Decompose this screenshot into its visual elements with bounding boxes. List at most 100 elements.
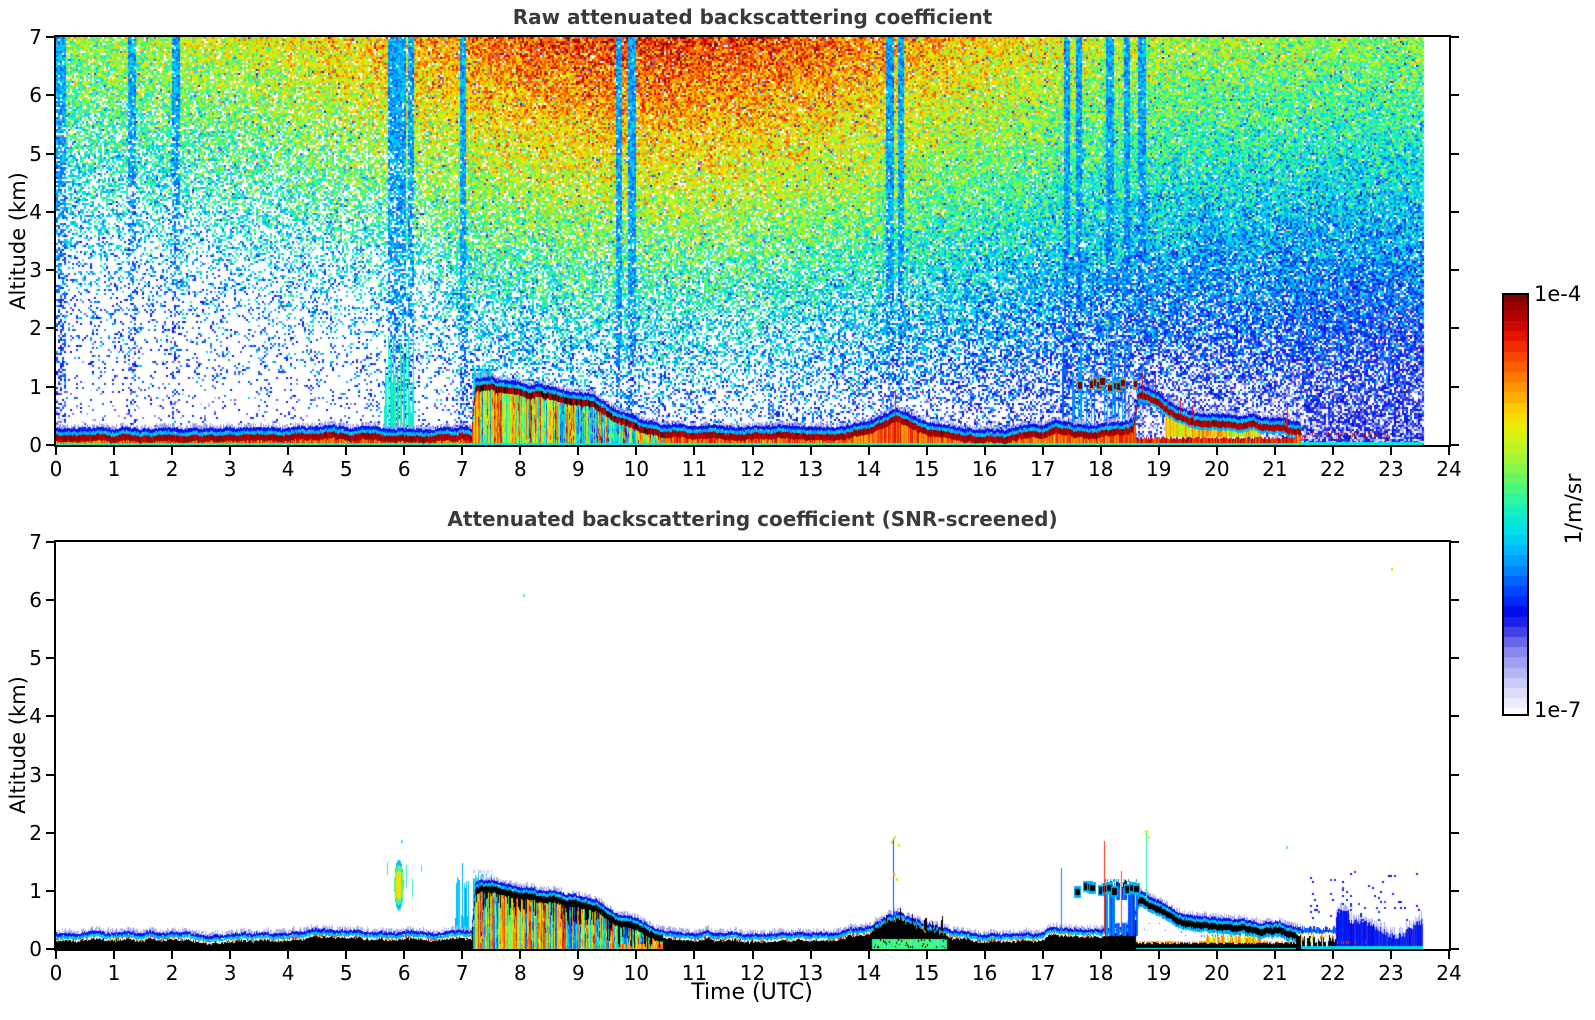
y-tick-label: 6 [29, 83, 42, 108]
x-tick [461, 447, 464, 455]
y-tick-right [1451, 444, 1459, 446]
x-tick-label: 22 [1320, 457, 1346, 481]
x-tick-label: 10 [623, 457, 650, 481]
x-tick-label: 7 [455, 961, 469, 985]
x-tick [1331, 447, 1334, 455]
colorbar-gradient-canvas [1504, 295, 1527, 714]
y-tick-label: 3 [29, 258, 42, 283]
y-tick-label: 4 [29, 199, 42, 224]
x-axis-label: Time (UTC) [691, 980, 813, 1005]
raw-y-axis-label: Altitude (km) [6, 172, 30, 310]
x-tick-label: 9 [572, 457, 585, 481]
x-tick [1215, 447, 1218, 455]
x-tick-label: 13 [797, 961, 824, 985]
y-tick-right [1451, 269, 1459, 272]
x-tick [287, 951, 290, 959]
y-tick [46, 327, 54, 330]
y-tick-right [1451, 831, 1459, 834]
x-tick-label: 3 [223, 961, 237, 985]
x-tick [577, 951, 580, 959]
x-tick [345, 447, 348, 455]
y-tick-right [1451, 889, 1459, 892]
y-tick-right [1451, 773, 1459, 776]
x-tick [867, 951, 870, 959]
x-tick [925, 951, 928, 959]
x-tick [55, 447, 57, 455]
y-tick-right [1451, 657, 1459, 660]
x-tick [1157, 447, 1160, 455]
colorbar-min-label: 1e-7 [1534, 698, 1582, 722]
x-tick-label: 20 [1204, 961, 1230, 985]
x-tick-label: 10 [623, 961, 650, 985]
y-tick-right [1451, 385, 1459, 388]
y-tick [46, 657, 54, 660]
x-tick [1099, 951, 1102, 959]
x-tick [867, 447, 870, 455]
x-tick-label: 6 [397, 457, 411, 481]
x-tick-label: 17 [1029, 457, 1056, 481]
raw-panel-title: Raw attenuated backscattering coefficien… [512, 5, 993, 29]
x-tick-label: 20 [1204, 457, 1230, 481]
y-tick [46, 715, 54, 718]
x-tick-label: 24 [1436, 457, 1462, 481]
x-tick [1157, 951, 1160, 959]
x-tick-label: 4 [281, 457, 295, 481]
x-tick-label: 18 [1088, 457, 1114, 481]
y-tick-label: 7 [29, 25, 42, 49]
screened-panel-title: Attenuated backscattering coefficient (S… [447, 507, 1058, 531]
colorbar [1502, 293, 1529, 716]
x-tick [1389, 447, 1392, 455]
x-tick-label: 21 [1262, 961, 1288, 985]
x-tick [1273, 447, 1276, 455]
y-tick-label: 2 [29, 316, 42, 341]
x-tick [461, 951, 464, 959]
x-tick-label: 0 [49, 457, 63, 481]
x-tick [1099, 447, 1102, 455]
x-tick-label: 23 [1378, 457, 1404, 481]
x-tick [1389, 951, 1392, 959]
x-tick-label: 14 [855, 961, 882, 985]
raw-heatmap-canvas [56, 37, 1449, 445]
x-tick [519, 447, 522, 455]
colorbar-max-label: 1e-4 [1534, 282, 1582, 306]
y-tick-right [1451, 152, 1459, 155]
x-tick [171, 447, 174, 455]
x-tick-label: 0 [49, 961, 63, 985]
x-tick-label: 2 [165, 457, 179, 481]
y-tick [46, 269, 54, 272]
x-tick-label: 15 [913, 961, 940, 985]
x-tick [751, 447, 754, 455]
x-tick [1041, 447, 1044, 455]
y-tick-right [1451, 948, 1459, 950]
x-tick-label: 7 [455, 457, 469, 481]
y-tick-label: 1 [29, 878, 42, 903]
x-tick [635, 951, 638, 959]
x-tick-label: 11 [681, 457, 708, 481]
y-tick-right [1451, 715, 1459, 718]
x-tick-label: 18 [1088, 961, 1114, 985]
x-tick-label: 16 [971, 961, 998, 985]
x-tick [1448, 951, 1450, 959]
y-tick-right [1451, 210, 1459, 213]
x-tick-label: 24 [1436, 961, 1462, 985]
x-tick-label: 5 [339, 961, 353, 985]
x-tick-label: 16 [971, 457, 998, 481]
x-tick [229, 447, 232, 455]
screened-panel [54, 540, 1451, 951]
y-tick [46, 889, 54, 892]
x-tick [1448, 447, 1450, 455]
x-tick-label: 9 [572, 961, 585, 985]
x-tick [577, 447, 580, 455]
y-tick-right [1451, 541, 1459, 543]
y-tick-label: 5 [29, 646, 42, 671]
x-tick [925, 447, 928, 455]
y-tick-right [1451, 36, 1459, 38]
x-tick [403, 447, 406, 455]
y-tick [46, 152, 54, 155]
y-tick-label: 4 [29, 704, 42, 729]
y-tick-label: 2 [29, 820, 42, 845]
x-tick [751, 951, 754, 959]
x-tick-label: 12 [739, 457, 766, 481]
x-tick-label: 2 [165, 961, 179, 985]
y-tick [46, 831, 54, 834]
